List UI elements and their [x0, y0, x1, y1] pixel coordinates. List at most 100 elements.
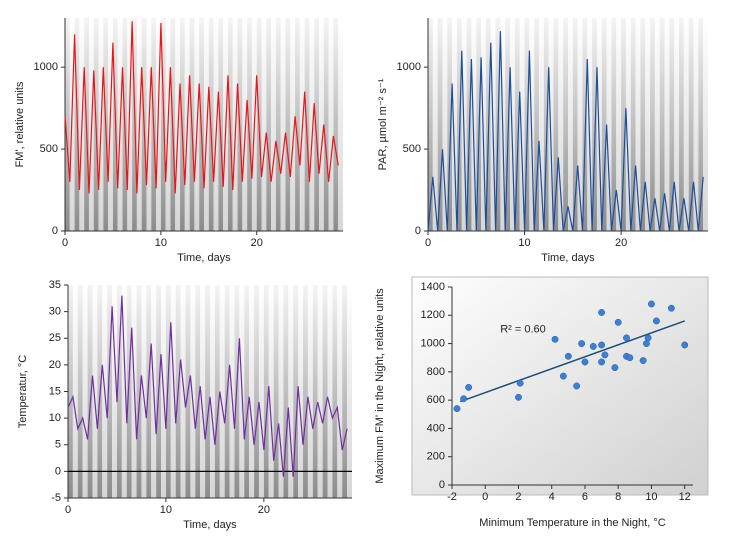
y-tick-label: 600	[427, 394, 445, 406]
day-stripe	[442, 18, 448, 231]
night-stripe	[295, 18, 300, 231]
night-stripe	[333, 18, 339, 231]
day-stripe	[307, 285, 313, 498]
night-stripe	[437, 18, 443, 231]
y-tick-label: 30	[49, 306, 61, 318]
night-stripe	[621, 18, 626, 231]
scatter-point	[516, 379, 524, 387]
day-stripe	[280, 18, 286, 231]
night-stripe	[669, 18, 675, 231]
day-stripe	[288, 285, 294, 498]
trend-line	[460, 320, 685, 403]
night-stripe	[332, 285, 338, 498]
x-tick-label: 0	[482, 491, 488, 503]
day-stripe	[258, 285, 264, 498]
night-stripe	[285, 18, 291, 231]
data-line	[64, 21, 339, 194]
night-stripe	[126, 285, 132, 498]
y-tick-label: 1400	[421, 281, 445, 293]
x-tick-label: 0	[425, 237, 431, 249]
day-stripe	[112, 285, 117, 498]
night-stripe	[592, 18, 597, 231]
scatter-point	[515, 393, 522, 401]
day-stripe	[606, 18, 612, 231]
y-tick-label: 500	[40, 143, 58, 155]
day-stripe	[519, 18, 525, 231]
night-stripe	[273, 285, 279, 498]
day-stripe	[568, 18, 573, 231]
day-stripe	[548, 18, 554, 231]
night-stripe	[563, 18, 568, 231]
x-tick-label: 4	[549, 491, 555, 503]
night-stripe	[275, 18, 281, 231]
night-stripe	[266, 18, 272, 231]
night-stripe	[107, 285, 113, 498]
night-stripe	[688, 18, 694, 231]
day-stripe	[141, 285, 147, 498]
day-stripe	[577, 18, 583, 231]
night-stripe	[650, 18, 655, 231]
y-tick-label: 5	[55, 439, 61, 451]
y-tick-label: 10	[49, 412, 61, 424]
night-stripe	[428, 18, 433, 231]
night-stripe	[611, 18, 617, 231]
day-stripe	[271, 18, 276, 231]
night-stripe	[323, 18, 329, 231]
day-stripe	[664, 18, 670, 231]
day-stripe	[242, 18, 248, 231]
scatter-point	[598, 358, 606, 366]
scatter-point	[581, 358, 589, 366]
day-stripe	[328, 18, 334, 231]
day-stripe	[213, 18, 219, 231]
scatter-point	[647, 300, 655, 308]
day-stripe	[674, 18, 680, 231]
annotation: R² = 0.60	[500, 323, 546, 335]
scatter-point	[667, 304, 675, 312]
y-tick-label: 500	[403, 143, 421, 155]
night-stripe	[87, 285, 93, 498]
scatter-point	[465, 383, 473, 391]
day-stripe	[92, 285, 98, 498]
x-tick-label: 12	[679, 491, 691, 503]
day-stripe	[338, 18, 343, 231]
night-stripe	[698, 18, 704, 231]
day-stripe	[510, 18, 515, 231]
day-stripe	[268, 285, 274, 498]
x-tick-label: 10	[155, 237, 167, 249]
day-stripe	[82, 285, 88, 498]
night-stripe	[342, 285, 348, 498]
day-stripe	[683, 18, 689, 231]
scatter-point	[639, 357, 647, 364]
night-stripe	[630, 18, 636, 231]
scatter-point	[589, 342, 597, 350]
night-stripe	[116, 285, 122, 498]
data-line	[67, 295, 348, 477]
night-stripe	[447, 18, 453, 231]
scatter-point	[578, 340, 586, 348]
night-stripe	[254, 285, 259, 498]
night-stripe	[534, 18, 540, 231]
day-stripe	[204, 18, 209, 231]
y-tick-label: 0	[415, 225, 421, 237]
scatter-point	[598, 341, 606, 349]
night-stripe	[247, 18, 252, 231]
day-stripe	[432, 18, 438, 231]
x-tick-label: 20	[251, 237, 263, 249]
night-stripe	[205, 285, 210, 498]
day-stripe	[337, 285, 343, 498]
x-axis-label: Time, days	[183, 519, 237, 531]
day-stripe	[210, 285, 215, 498]
night-stripe	[505, 18, 511, 231]
night-stripe	[293, 285, 299, 498]
y-axis-label: Maximum FM' in the Night, relative units	[374, 288, 386, 484]
day-stripe	[327, 285, 333, 498]
day-stripe	[219, 285, 225, 498]
day-stripe	[654, 18, 660, 231]
night-stripe	[553, 18, 559, 231]
night-stripe	[659, 18, 665, 231]
day-stripe	[539, 18, 544, 231]
x-tick-label: 10	[160, 504, 172, 516]
day-stripe	[452, 18, 457, 231]
y-tick-label: 25	[49, 332, 61, 344]
